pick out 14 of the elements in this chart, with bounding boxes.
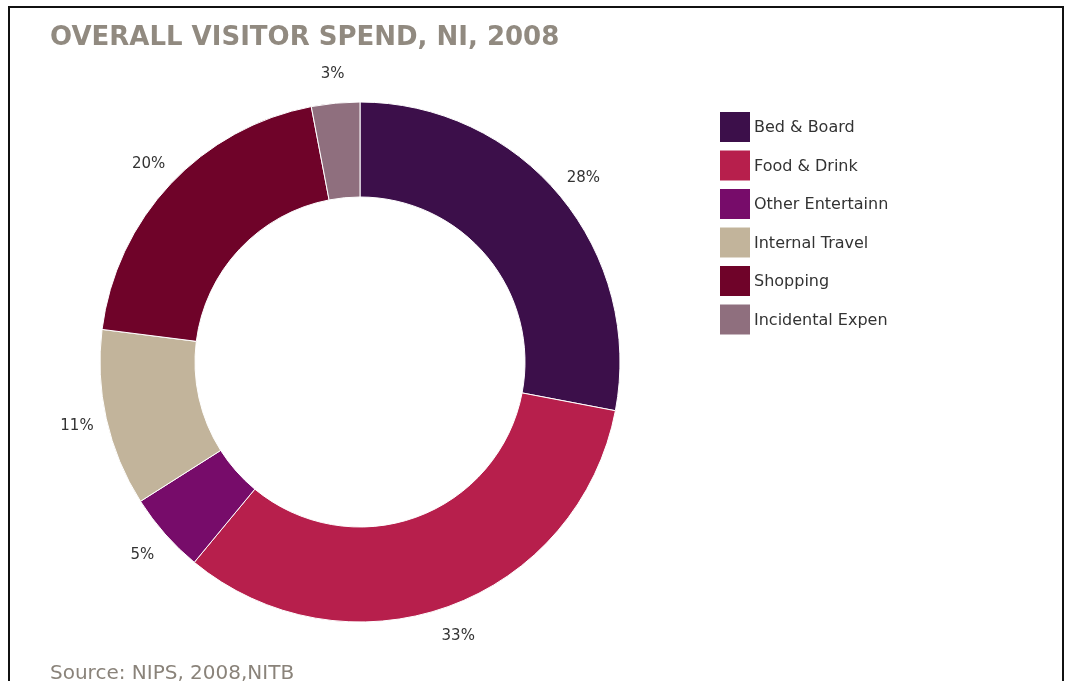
legend-label: Internal Travel — [754, 232, 869, 252]
data-label: 3% — [320, 64, 345, 83]
legend-label: Bed & Board — [754, 117, 855, 136]
data-label: 5% — [130, 544, 155, 563]
chart-title: OVERALL VISITOR SPEND, NI, 2008 — [50, 21, 560, 51]
legend-label: Other Entertainn — [754, 194, 889, 213]
data-label: 20% — [131, 154, 166, 173]
data-label: 33% — [441, 625, 475, 644]
legend-label: Food & Drink — [754, 155, 859, 175]
data-label: 11% — [60, 416, 94, 435]
data-label: 28% — [566, 168, 601, 187]
legend-label: Shopping — [754, 271, 830, 290]
source-note: Source: NIPS, 2008,NITB — [50, 660, 295, 681]
legend-label: Incidental Expen — [754, 309, 888, 329]
